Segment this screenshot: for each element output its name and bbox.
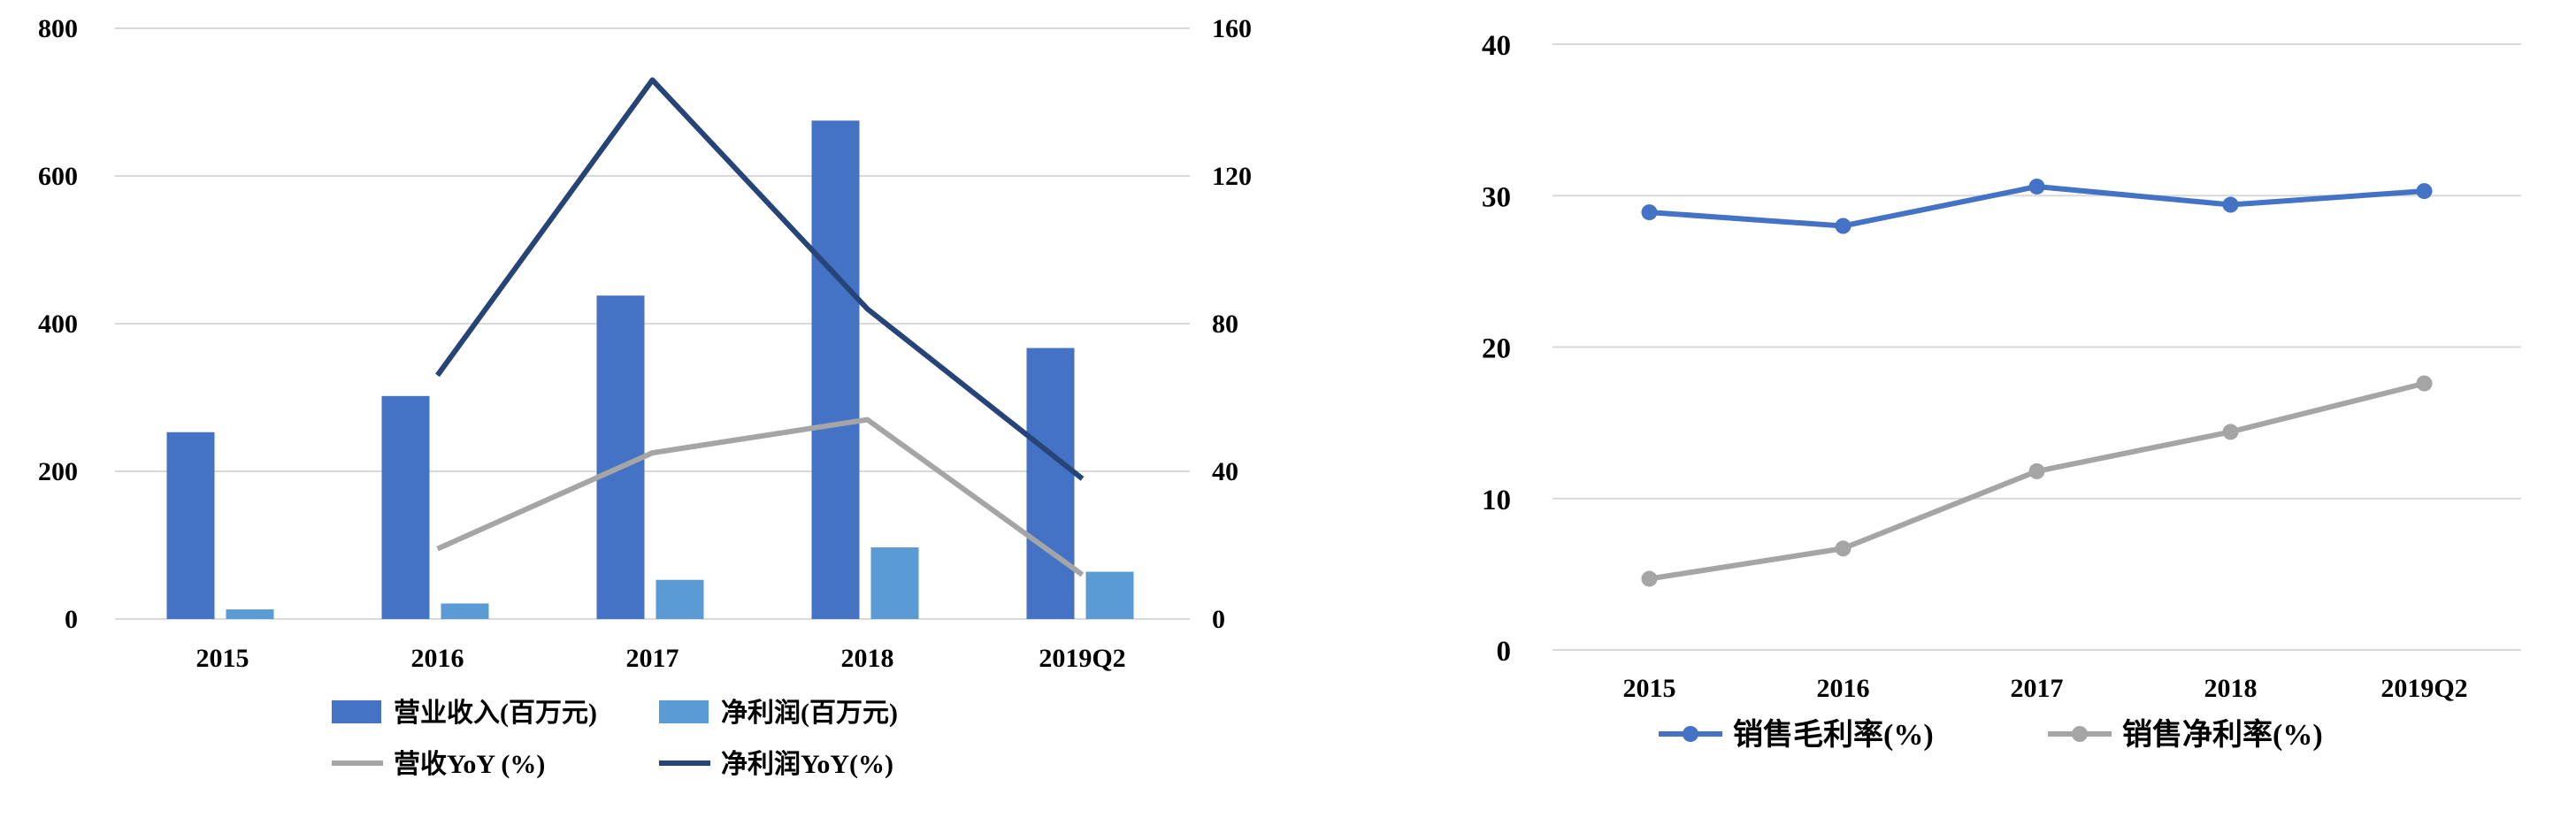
y-right-tick-label: 160 bbox=[1212, 14, 1252, 43]
y-tick-label: 10 bbox=[1482, 485, 1511, 516]
margin-chart: 0 10 20 30 40 2015 2016 2017 2018 2019Q2 销售毛利率(%) 销… bbox=[1482, 30, 2521, 752]
net-margin-line bbox=[1649, 380, 2426, 582]
bar-net-profit bbox=[441, 603, 489, 619]
x-tick-label: 2018 bbox=[2204, 674, 2258, 703]
gross-margin-point bbox=[1641, 204, 1658, 221]
x-tick-label: 2019Q2 bbox=[1039, 644, 1125, 673]
x-tick-label: 2015 bbox=[1623, 674, 1676, 703]
legend-swatch bbox=[332, 700, 381, 723]
bar-net-profit bbox=[226, 609, 274, 619]
net-profit-yoy-line bbox=[435, 77, 1085, 481]
y-left-tick-label: 0 bbox=[65, 605, 78, 634]
bar-net-profit bbox=[870, 547, 919, 619]
gross-margin-point bbox=[2028, 178, 2045, 195]
x-tick-label: 2017 bbox=[626, 644, 679, 673]
legend-marker bbox=[2072, 726, 2088, 742]
gross-margin-point bbox=[1835, 218, 1852, 234]
legend-label: 销售净利率(%) bbox=[2122, 718, 2323, 752]
net-margin-point bbox=[1835, 540, 1852, 557]
bar-revenue bbox=[811, 120, 860, 619]
y-left-tick-label: 600 bbox=[38, 162, 78, 191]
x-tick-label: 2016 bbox=[411, 644, 464, 673]
legend-label: 营业收入(百万元) bbox=[394, 699, 597, 728]
bar-net-profit bbox=[656, 579, 704, 619]
bar-revenue bbox=[381, 395, 430, 619]
gross-margin-point bbox=[2416, 183, 2433, 200]
y-right-tick-label: 0 bbox=[1212, 605, 1225, 634]
x-tick-label: 2015 bbox=[196, 644, 249, 673]
x-tick-label: 2018 bbox=[841, 644, 894, 673]
bar-revenue bbox=[166, 432, 215, 619]
y-left-tick-label: 400 bbox=[38, 310, 78, 339]
net-margin-point bbox=[2222, 424, 2239, 440]
legend-label: 营收YoY (%) bbox=[394, 750, 545, 779]
y-tick-label: 40 bbox=[1482, 30, 1511, 62]
legend-marker bbox=[1683, 726, 1698, 742]
net-margin-point bbox=[1641, 570, 1658, 587]
x-tick-label: 2019Q2 bbox=[2380, 674, 2467, 703]
y-right-tick-label: 120 bbox=[1212, 162, 1252, 191]
x-tick-label: 2016 bbox=[1817, 674, 1870, 703]
revenue-yoy-line bbox=[436, 416, 1085, 577]
legend-swatch bbox=[659, 700, 709, 723]
legend-label: 销售毛利率(%) bbox=[1733, 718, 1934, 752]
y-tick-label: 20 bbox=[1482, 333, 1511, 365]
x-tick-label: 2017 bbox=[2011, 674, 2064, 703]
y-left-tick-label: 200 bbox=[38, 457, 78, 486]
net-margin-point bbox=[2028, 462, 2045, 479]
legend-label: 净利润YoY(%) bbox=[721, 749, 893, 779]
revenue-profit-chart: 0 200 400 600 800 0 40 80 120 160 2015 2016 2017 2018… bbox=[38, 14, 1252, 779]
net-margin-point bbox=[2416, 375, 2433, 392]
bar-net-profit bbox=[1085, 571, 1134, 619]
y-tick-label: 0 bbox=[1497, 636, 1512, 668]
bar-revenue bbox=[1026, 348, 1075, 619]
legend-label: 净利润(百万元) bbox=[721, 698, 898, 728]
y-left-tick-label: 800 bbox=[38, 14, 78, 43]
y-right-tick-label: 40 bbox=[1212, 457, 1238, 486]
y-right-tick-label: 80 bbox=[1212, 310, 1238, 339]
gross-margin-point bbox=[2222, 196, 2239, 213]
y-tick-label: 30 bbox=[1482, 181, 1511, 213]
